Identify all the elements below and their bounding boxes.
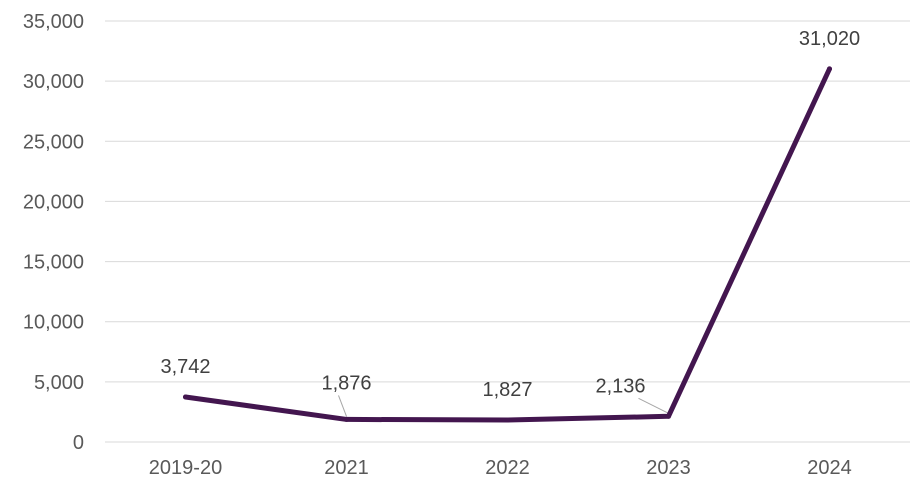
data-label-leader bbox=[639, 398, 669, 413]
data-label: 2,136 bbox=[595, 375, 645, 397]
x-axis-tick-labels: 2019-20 2021 2022 2023 2024 bbox=[149, 457, 852, 479]
x-tick-label: 2024 bbox=[807, 457, 852, 479]
series-line bbox=[186, 69, 830, 420]
x-tick-label: 2019-20 bbox=[149, 457, 222, 479]
y-axis-tick-labels: 0 5,000 10,000 15,000 20,000 25,000 30,000 35,0… bbox=[23, 11, 84, 454]
y-tick-label: 0 bbox=[73, 432, 84, 454]
data-point bbox=[183, 394, 188, 399]
series-layer bbox=[183, 66, 832, 422]
x-tick-label: 2021 bbox=[324, 457, 369, 479]
data-label: 1,876 bbox=[321, 372, 371, 394]
data-label-leader bbox=[339, 395, 347, 416]
y-tick-label: 10,000 bbox=[23, 312, 84, 334]
data-label: 3,742 bbox=[160, 356, 210, 378]
data-label: 1,827 bbox=[482, 379, 532, 401]
data-label: 31,020 bbox=[799, 28, 860, 50]
x-tick-label: 2022 bbox=[485, 457, 530, 479]
data-point bbox=[827, 66, 832, 71]
data-point bbox=[666, 414, 671, 419]
data-point bbox=[344, 417, 349, 422]
y-tick-label: 35,000 bbox=[23, 11, 84, 33]
y-tick-label: 25,000 bbox=[23, 131, 84, 153]
y-tick-label: 30,000 bbox=[23, 71, 84, 93]
x-tick-label: 2023 bbox=[646, 457, 691, 479]
data-labels: 3,742 1,876 1,827 2,136 31,020 bbox=[160, 28, 860, 401]
y-tick-label: 15,000 bbox=[23, 252, 84, 274]
data-point bbox=[505, 418, 510, 423]
y-tick-label: 5,000 bbox=[34, 372, 84, 394]
y-tick-label: 20,000 bbox=[23, 191, 84, 213]
